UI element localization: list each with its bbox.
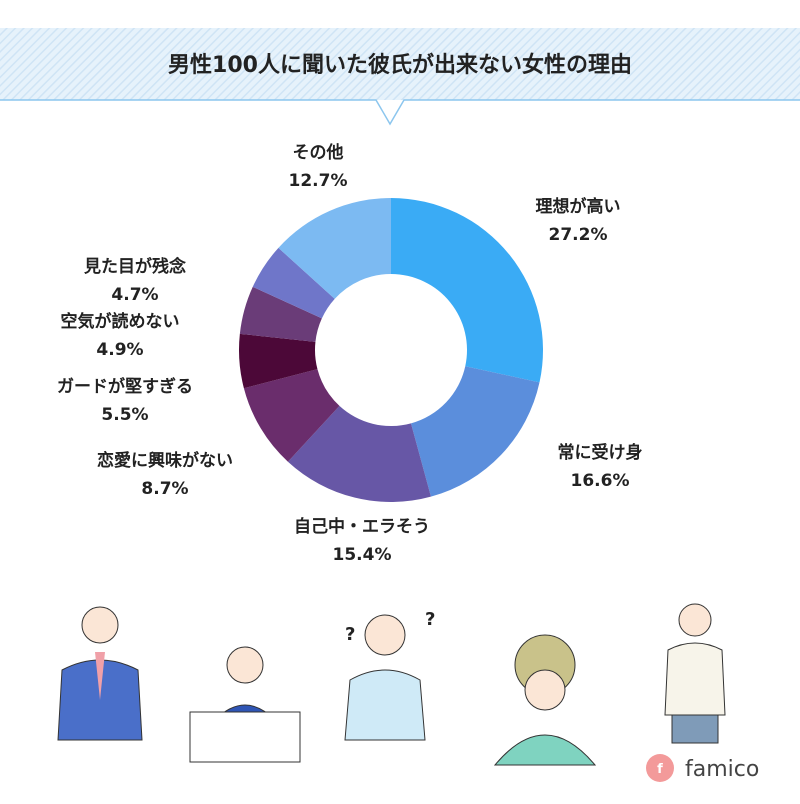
logo: f famico — [646, 754, 759, 782]
value-label: 12.7% — [289, 171, 348, 191]
illustration-3: ?? — [344, 609, 435, 741]
illustration-5 — [664, 603, 726, 744]
category-label: その他 — [293, 142, 344, 163]
illustration-2 — [189, 646, 301, 763]
value-label: 27.2% — [549, 225, 608, 245]
chart-title: 男性100人に聞いた彼氏が出来ない女性の理由 — [168, 52, 632, 78]
donut-segment — [278, 198, 391, 299]
donut-segment — [243, 369, 340, 462]
donut-segment — [410, 366, 540, 497]
svg-text:?: ? — [425, 609, 435, 630]
illustration-1 — [57, 606, 143, 741]
labels: 理想が高い 27.2% 常に受け身 16.6% 自己中・エラそう 15.4% 恋愛に興味がな… — [57, 142, 643, 565]
category-label: 恋愛に興味がない — [97, 450, 233, 471]
donut-segment — [239, 333, 318, 389]
svg-text:f: f — [657, 762, 663, 777]
title-band — [0, 28, 800, 100]
category-label: 空気が読めない — [61, 311, 180, 332]
value-label: 15.4% — [333, 545, 392, 565]
title-pointer — [0, 99, 800, 126]
value-label: 5.5% — [101, 405, 148, 425]
donut-segment — [239, 286, 322, 342]
value-label: 4.9% — [96, 340, 143, 360]
category-label: 見た目が残念 — [83, 256, 186, 277]
logo-text: famico — [685, 757, 759, 782]
category-label: ガードが堅すぎる — [57, 376, 193, 397]
category-label: 常に受け身 — [558, 442, 643, 463]
donut-segment — [391, 198, 543, 383]
category-label: 理想が高い — [536, 196, 621, 217]
value-label: 8.7% — [141, 479, 188, 499]
illustration-4 — [493, 634, 597, 766]
value-label: 16.6% — [571, 471, 630, 491]
svg-text:?: ? — [345, 624, 355, 645]
donut-segment — [252, 247, 335, 319]
category-label: 自己中・エラそう — [294, 516, 430, 537]
value-label: 4.7% — [111, 285, 158, 305]
donut — [239, 198, 543, 502]
donut-segment — [287, 405, 431, 502]
